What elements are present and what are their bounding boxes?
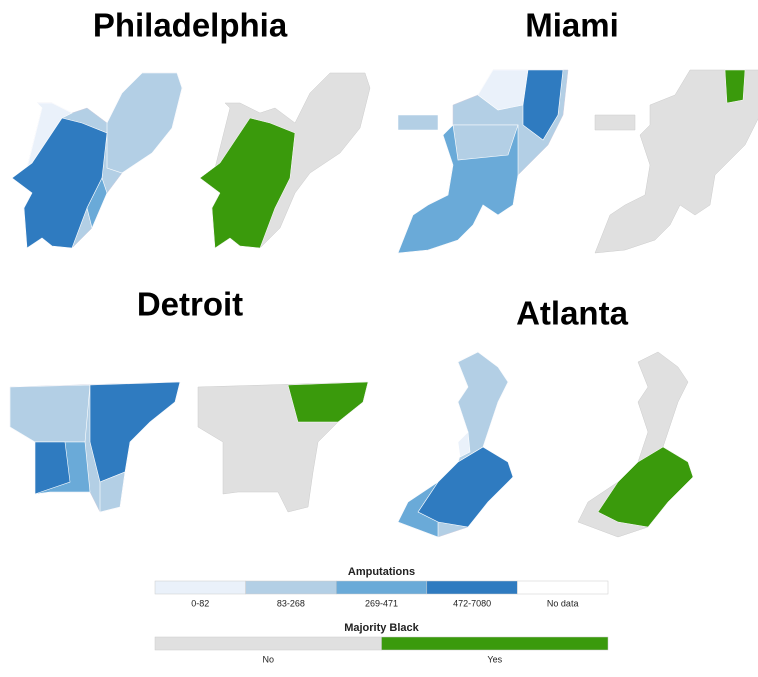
city-title: Atlanta [516,295,628,332]
map-region [457,351,509,463]
city-title: Philadelphia [93,7,288,44]
legend-label: Yes [487,654,502,664]
map-region [594,114,636,131]
map-region [397,481,439,538]
map-region [86,177,108,229]
legend-swatch [426,580,518,595]
map-region [452,124,519,161]
legend-title: Majority Black [344,622,419,634]
legend-label: 472-7080 [453,598,491,608]
map-region [106,72,183,174]
map-region [477,69,529,111]
legend-swatch [154,636,382,651]
legend-swatch [154,580,246,595]
map-region [522,69,564,141]
legend-swatch [245,580,337,595]
map-region [397,114,439,131]
map-region [34,441,71,495]
legend-swatch [335,580,428,595]
legend-swatch [381,636,609,651]
legends: Amputations 0-82 83-268 269-471 472-7080 No d… [154,566,609,664]
map-region [199,117,296,249]
legend-title: Amputations [348,566,415,578]
legend-label: No [262,654,274,664]
map-region [597,446,694,528]
map-region [457,431,471,458]
city-title: Miami [525,7,619,44]
map-region [9,384,91,443]
maps [9,69,758,538]
legend-label: No data [547,598,579,608]
map-region [724,69,746,104]
legend-label: 269-471 [365,598,398,608]
map-region [89,381,181,483]
map-region [99,471,126,513]
legend-label: 0-82 [191,598,209,608]
legend-label: 83-268 [277,598,305,608]
map-outline [594,69,758,254]
legend-swatch [517,580,609,595]
map-region [11,117,108,249]
city-title: Detroit [137,286,243,323]
map-region [287,381,369,423]
